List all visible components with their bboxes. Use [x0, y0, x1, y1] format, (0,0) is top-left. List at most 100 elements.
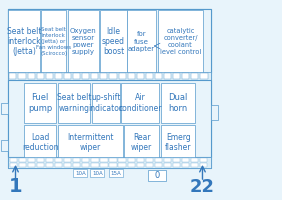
Bar [91, 73, 98, 79]
Bar [8, 80, 211, 157]
Bar [8, 9, 211, 168]
Text: 10A: 10A [92, 171, 103, 176]
Bar [41, 10, 66, 73]
Bar [191, 73, 199, 79]
Bar [124, 125, 159, 160]
Text: up-shift
indicator: up-shift indicator [89, 93, 123, 113]
Bar [109, 158, 117, 162]
Bar [200, 158, 208, 162]
Bar [173, 158, 180, 162]
Bar [191, 158, 198, 162]
Text: Load
reduction: Load reduction [22, 133, 58, 152]
Bar [8, 10, 40, 73]
Bar [146, 158, 153, 162]
Bar [8, 157, 211, 168]
Bar [155, 158, 162, 162]
Text: Oxygen
sensor
power
supply: Oxygen sensor power supply [70, 28, 96, 55]
Bar [46, 158, 53, 162]
Bar [146, 73, 153, 79]
Bar [46, 73, 53, 79]
Bar [28, 158, 35, 162]
Bar [137, 158, 144, 162]
Bar [58, 83, 90, 123]
Bar [92, 83, 120, 123]
Bar [73, 163, 80, 167]
Bar [109, 169, 123, 177]
Text: catalytic
converter/
coolant
level control: catalytic converter/ coolant level contr… [160, 28, 201, 55]
Bar [137, 163, 144, 167]
Bar [1, 140, 8, 151]
Bar [191, 163, 198, 167]
Text: Dual
horn: Dual horn [169, 93, 188, 113]
Bar [64, 163, 71, 167]
Bar [173, 163, 180, 167]
Bar [24, 83, 56, 123]
Bar [137, 73, 144, 79]
Bar [82, 163, 89, 167]
Bar [127, 158, 135, 162]
Bar [64, 73, 71, 79]
Bar [8, 9, 211, 73]
Bar [211, 105, 218, 120]
Text: for
fuse
adapter: for fuse adapter [128, 31, 155, 51]
Bar [155, 73, 162, 79]
Text: Seat belt
warning: Seat belt warning [57, 93, 91, 113]
Bar [127, 10, 156, 73]
Bar [182, 73, 189, 79]
Bar [121, 83, 159, 123]
Bar [73, 73, 80, 79]
Bar [82, 158, 89, 162]
Bar [55, 73, 62, 79]
Bar [1, 103, 8, 114]
Bar [37, 163, 44, 167]
Bar [118, 158, 126, 162]
Bar [109, 73, 116, 79]
Bar [37, 73, 44, 79]
Bar [58, 125, 123, 160]
Bar [161, 125, 195, 160]
Text: Intermittent
wiper: Intermittent wiper [67, 133, 113, 152]
Bar [200, 163, 208, 167]
Bar [18, 73, 25, 79]
Text: 1: 1 [9, 177, 22, 196]
Bar [9, 73, 16, 79]
Text: Seat belt
interlock
(Jetta) or
Fan windows
(Scirocco): Seat belt interlock (Jetta) or Fan windo… [36, 27, 71, 56]
Bar [127, 163, 135, 167]
Bar [91, 163, 98, 167]
Bar [201, 73, 208, 79]
Text: Idle
speed
boost: Idle speed boost [102, 27, 125, 56]
Bar [28, 163, 35, 167]
Bar [182, 158, 189, 162]
Bar [164, 163, 171, 167]
Text: Seat belt
interlock
(Jetta): Seat belt interlock (Jetta) [7, 27, 41, 56]
Bar [161, 83, 195, 123]
Bar [100, 163, 108, 167]
Bar [155, 163, 162, 167]
Bar [37, 158, 44, 162]
Bar [8, 72, 211, 80]
Bar [73, 158, 80, 162]
Bar [55, 163, 62, 167]
Bar [164, 73, 171, 79]
Bar [19, 158, 26, 162]
Text: Rear
wiper: Rear wiper [131, 133, 152, 152]
Text: 15A: 15A [110, 171, 121, 176]
Bar [55, 158, 62, 162]
Bar [10, 158, 17, 162]
Bar [46, 163, 53, 167]
Bar [164, 158, 171, 162]
Bar [68, 10, 99, 73]
Bar [91, 158, 98, 162]
Text: 0: 0 [155, 171, 160, 180]
Bar [64, 158, 71, 162]
Text: 10A: 10A [75, 171, 86, 176]
Text: Air
conditioner: Air conditioner [118, 93, 162, 113]
Bar [100, 10, 127, 73]
Bar [158, 10, 203, 73]
Bar [148, 170, 166, 181]
Bar [173, 73, 180, 79]
Bar [73, 169, 87, 177]
Bar [128, 73, 135, 79]
Bar [100, 73, 107, 79]
Bar [146, 163, 153, 167]
